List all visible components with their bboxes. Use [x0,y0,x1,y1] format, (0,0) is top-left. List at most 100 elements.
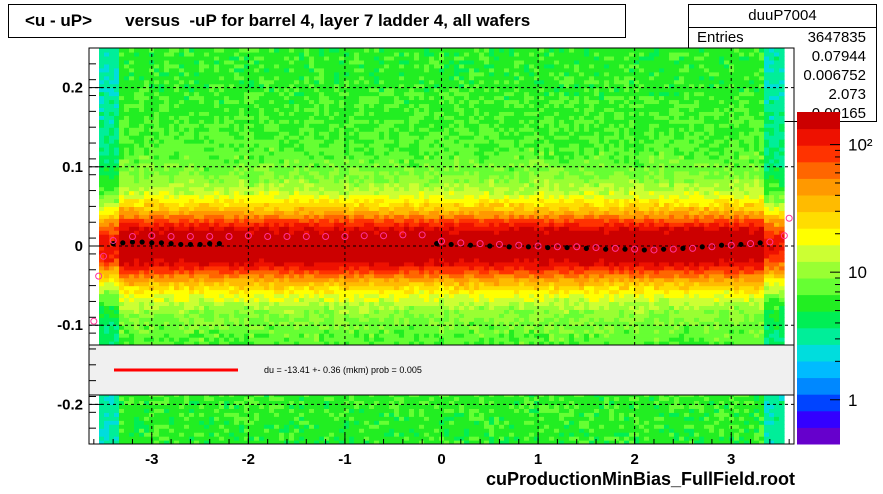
heatmap-cell [159,186,165,192]
heatmap-cell [234,416,240,421]
heatmap-cell [179,408,185,413]
heatmap-cell [334,297,340,303]
heatmap-cell [114,313,120,318]
heatmap-cell [109,186,115,192]
heatmap-cell [164,440,170,444]
heatmap-cell [159,87,165,93]
heatmap-cell [274,174,280,180]
heatmap-cell [124,368,130,374]
heatmap-cell [219,55,225,61]
heatmap-cell [264,400,270,405]
heatmap-cell [159,48,165,53]
heatmap-cell [334,48,340,53]
heatmap-cell [324,214,330,219]
heatmap-cell [149,257,155,263]
heatmap-cell [204,107,210,112]
heatmap-cell [109,182,115,188]
heatmap-cell [284,162,290,168]
heatmap-cell [184,63,190,69]
heatmap-cell [254,238,260,243]
heatmap-cell [114,234,120,239]
heatmap-cell [229,321,235,326]
heatmap-cell [119,309,125,314]
heatmap-cell [194,392,200,398]
heatmap-cell [224,194,230,200]
heatmap-cell [159,265,165,271]
heatmap-cell [324,210,330,215]
heatmap-cell [174,150,180,156]
heatmap-cell [334,210,340,215]
heatmap-cell [244,289,250,295]
heatmap-cell [129,317,135,322]
heatmap-cell [169,432,175,437]
heatmap-cell [284,392,290,398]
heatmap-cell [199,408,205,413]
heatmap-cell [259,63,265,69]
heatmap-cell [144,178,150,184]
heatmap-cell [114,71,120,77]
heatmap-cell [149,127,155,132]
heatmap-cell [219,341,225,346]
heatmap-cell [224,428,230,433]
heatmap-cell [299,345,305,350]
heatmap-cell [184,242,190,247]
heatmap-cell [329,396,335,402]
heatmap-cell [264,273,270,279]
heatmap-cell [324,87,330,93]
heatmap-cell [309,150,315,156]
heatmap-cell [144,55,150,61]
heatmap-cell [204,162,210,168]
heatmap-cell [149,360,155,366]
heatmap-cell [114,432,120,437]
heatmap-cell [144,194,150,200]
heatmap-cell [149,372,155,378]
heatmap-cell [124,143,130,148]
heatmap-cell [174,329,180,334]
heatmap-cell [139,166,145,172]
heatmap-cell [269,384,275,390]
heatmap-cell [109,416,115,421]
heatmap-cell [114,51,120,57]
heatmap-cell [179,234,185,239]
heatmap-cell [174,174,180,180]
heatmap-cell [189,313,195,318]
heatmap-cell [339,79,345,85]
heatmap-cell [169,55,175,61]
heatmap-cell [304,147,310,152]
heatmap-cell [134,436,140,441]
heatmap-cell [139,277,145,283]
heatmap-cell [114,158,120,164]
heatmap-cell [229,83,235,89]
heatmap-cell [254,424,260,429]
heatmap-cell [139,301,145,306]
heatmap-cell [124,269,130,275]
heatmap-cell [119,424,125,429]
heatmap-cell [139,396,145,402]
heatmap-cell [99,420,105,425]
heatmap-cell [304,154,310,160]
heatmap-cell [334,111,340,116]
heatmap-cell [149,436,155,441]
heatmap-cell [299,257,305,263]
heatmap-cell [234,408,240,413]
heatmap-cell [139,75,145,81]
heatmap-cell [204,249,210,255]
heatmap-cell [324,341,330,346]
heatmap-cell [264,234,270,239]
heatmap-cell [194,281,200,287]
heatmap-cell [199,269,205,275]
heatmap-cell [249,143,255,148]
heatmap-cell [104,158,110,164]
heatmap-cell [304,226,310,231]
heatmap-cell [289,178,295,184]
heatmap-cell [279,48,285,53]
heatmap-cell [144,48,150,53]
heatmap-cell [169,67,175,73]
heatmap-cell [319,329,325,334]
heatmap-cell [239,214,245,219]
heatmap-cell [209,364,215,370]
heatmap-cell [344,253,350,259]
heatmap-cell [304,273,310,279]
heatmap-cell [149,147,155,152]
heatmap-cell [304,428,310,433]
